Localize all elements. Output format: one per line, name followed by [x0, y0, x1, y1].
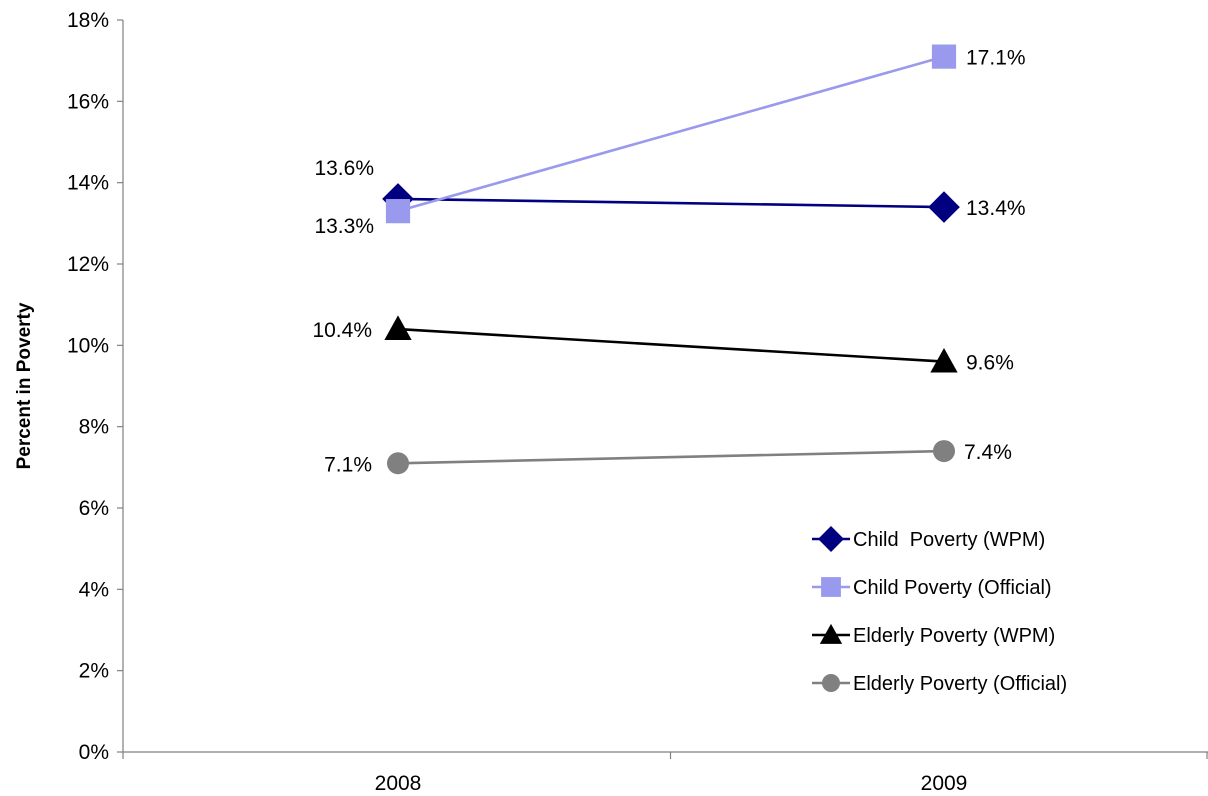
series-0	[382, 183, 960, 223]
data-point	[933, 440, 955, 463]
data-label: 13.3%	[314, 215, 374, 238]
legend-label: Elderly Poverty (Official)	[853, 673, 1067, 695]
legend-item: Elderly Poverty (Official)	[812, 673, 1067, 695]
legend: Child Poverty (WPM) Child Poverty (Offici…	[812, 526, 1067, 695]
legend-marker	[818, 526, 844, 552]
series-line	[397, 327, 945, 363]
y-tick-label: 0%	[79, 741, 109, 764]
x-tick-label: 2008	[375, 772, 422, 795]
y-tick-label: 8%	[79, 416, 109, 439]
legend-label: Elderly Poverty (WPM)	[853, 625, 1055, 647]
data-label: 7.1%	[324, 453, 372, 476]
series-2	[384, 315, 958, 373]
data-point	[385, 199, 411, 224]
legend-marker	[822, 674, 840, 692]
series-3	[387, 440, 955, 475]
legend-item: Elderly Poverty (WPM)	[812, 623, 1055, 647]
y-tick-label: 14%	[67, 172, 109, 195]
series-line	[397, 197, 945, 209]
x-tick-label: 2009	[921, 772, 968, 795]
series-1	[385, 44, 957, 224]
data-label: 13.6%	[314, 157, 374, 180]
y-tick-label: 4%	[79, 578, 109, 601]
y-tick-label: 12%	[67, 253, 109, 276]
series-line	[397, 55, 945, 213]
data-point	[387, 452, 409, 475]
data-point	[930, 347, 958, 373]
y-tick-label: 2%	[79, 660, 109, 683]
data-label: 7.4%	[964, 441, 1012, 464]
legend-marker	[819, 623, 843, 644]
data-point	[931, 44, 957, 69]
series-layer	[382, 44, 960, 475]
data-labels: 13.6% 13.4% 13.3% 17.1% 10.4% 9.6% 7.1% 7.4%	[312, 47, 1025, 477]
axes: 0% 2% 4% 6% 8% 10% 12% 14% 16% 18% 2008 2009 Percent…	[14, 9, 1208, 795]
data-point	[384, 315, 412, 340]
legend-marker	[821, 577, 841, 597]
y-tick-label: 16%	[67, 90, 109, 113]
y-axis-title: Percent in Poverty	[14, 302, 35, 469]
y-tick-label: 10%	[67, 334, 109, 357]
data-label: 10.4%	[312, 319, 372, 342]
legend-item: Child Poverty (WPM)	[812, 526, 1045, 552]
legend-item: Child Poverty (Official)	[812, 577, 1052, 599]
legend-label: Child Poverty (Official)	[853, 577, 1052, 599]
y-tick-label: 18%	[67, 9, 109, 32]
data-label: 9.6%	[966, 352, 1014, 375]
y-tick-label: 6%	[79, 497, 109, 520]
data-label: 17.1%	[966, 47, 1026, 70]
data-point	[928, 191, 960, 223]
series-line	[397, 449, 945, 465]
legend-label: Child Poverty (WPM)	[853, 529, 1045, 551]
data-label: 13.4%	[966, 197, 1026, 220]
